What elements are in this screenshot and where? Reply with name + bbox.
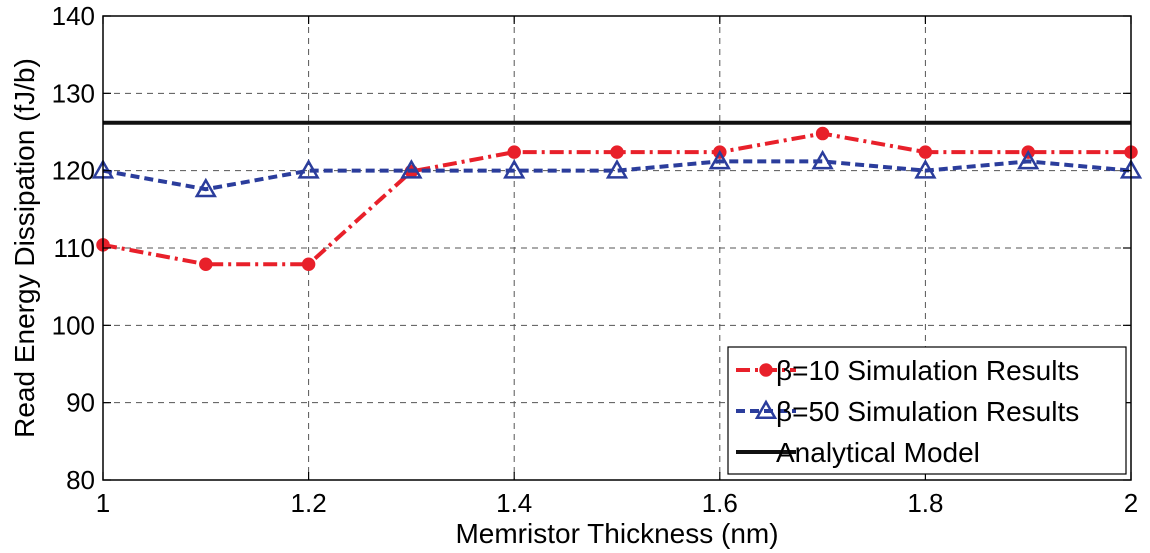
data-point [759,363,773,377]
data-point [914,159,937,179]
y-tick-label: 80 [66,465,95,495]
data-point [507,145,521,159]
series-1 [96,126,1138,271]
ticks: 1 1.2 1.4 1.6 1.8 2 80 90 100 110 120 130 140 [52,1,1139,518]
legend-label: β=10 Simulation Results [776,355,1079,386]
data-point [503,159,526,179]
data-point [708,149,731,170]
legend-entry: Analytical Model [736,437,980,468]
data-point [297,159,320,179]
x-tick-label: 1.2 [291,488,327,518]
data-point [605,159,629,179]
y-tick-label: 140 [52,1,95,31]
data-point [815,126,830,141]
data-point [1017,149,1040,170]
x-tick-label: 1 [96,488,110,518]
series-2 [91,149,1143,198]
legend: β=10 Simulation Results β=50 Simulation R… [727,346,1127,475]
y-tick-label: 100 [52,310,95,340]
data-point [610,145,624,159]
y-axis-label: Read Energy Dissipation (fJ/b) [9,58,40,438]
x-tick-label: 1.6 [702,488,738,518]
x-tick-label: 1.8 [907,488,943,518]
y-tick-label: 120 [52,156,95,186]
x-tick-label: 2 [1124,488,1138,518]
data-point [194,177,217,198]
x-tick-label: 1.4 [496,488,532,518]
y-tick-label: 110 [54,233,95,263]
legend-entry: β=50 Simulation Results [736,396,1079,427]
data-point [199,257,213,271]
legend-entry: β=10 Simulation Results [736,355,1079,386]
y-tick-label: 90 [66,388,95,418]
y-tick-label: 130 [52,78,95,108]
data-point [918,145,933,159]
series-layer [91,120,1143,271]
series-line [102,159,1132,192]
legend-label: Analytical Model [776,437,980,468]
data-point [754,399,778,419]
x-axis-label: Memristor Thickness (nm) [455,518,778,549]
data-point [400,159,423,179]
data-point [811,149,834,170]
legend-label: β=50 Simulation Results [776,396,1079,427]
data-point [301,257,316,271]
